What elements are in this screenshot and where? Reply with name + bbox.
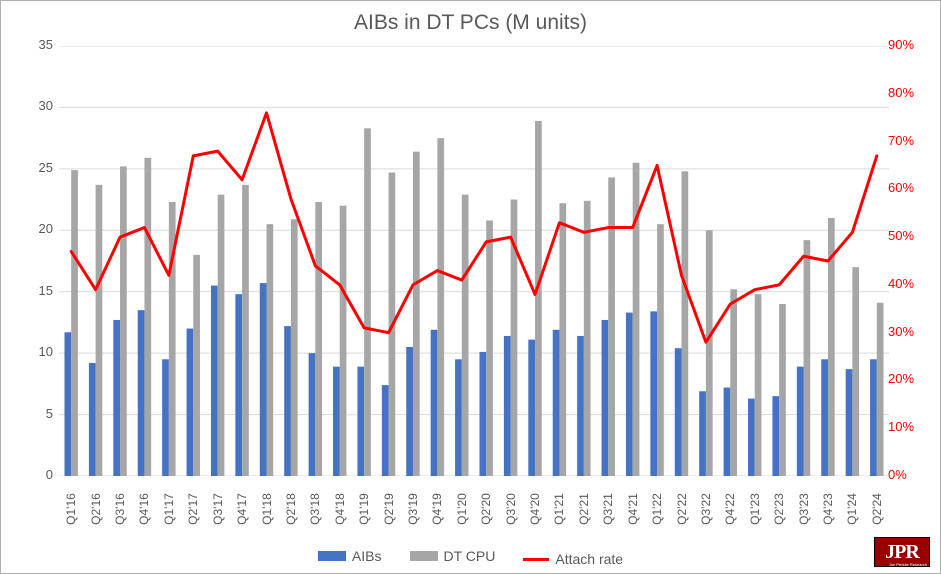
- x-tick-label: Q1'17: [162, 489, 176, 529]
- x-tick-label: Q3'21: [601, 489, 615, 529]
- legend-item-aibs: AIBs: [318, 548, 382, 564]
- x-tick-label: Q3'20: [504, 489, 518, 529]
- x-tick-label: Q3'18: [308, 489, 322, 529]
- y-left-tick-label: 30: [13, 98, 53, 113]
- legend-item-dt_cpu: DT CPU: [410, 548, 496, 564]
- y-right-tick-label: 20%: [888, 371, 932, 386]
- plot-area: [59, 46, 889, 476]
- x-tick-label: Q2'23: [772, 489, 786, 529]
- x-tick-label: Q1'16: [64, 489, 78, 529]
- x-tick-label: Q4'18: [333, 489, 347, 529]
- y-left-tick-label: 25: [13, 160, 53, 175]
- chart-title: AIBs in DT PCs (M units): [1, 11, 940, 35]
- x-tick-label: Q2'16: [89, 489, 103, 529]
- x-tick-label: Q3'19: [406, 489, 420, 529]
- x-tick-label: Q3'16: [113, 489, 127, 529]
- jpr-logo-text: JPR: [885, 541, 919, 564]
- x-tick-label: Q3'17: [211, 489, 225, 529]
- x-tick-label: Q2'20: [479, 489, 493, 529]
- x-tick-label: Q4'17: [235, 489, 249, 529]
- y-right-tick-label: 90%: [888, 37, 932, 52]
- x-axis-labels: Q1'16 Q2'16 Q3'16 Q4'16 Q1'17 Q2'17 Q3'17 Q4'17…: [59, 479, 889, 534]
- y-right-tick-label: 60%: [888, 180, 932, 195]
- x-tick-label: Q1'22: [650, 489, 664, 529]
- legend-label: Attach rate: [555, 551, 623, 567]
- jpr-logo-subtext: Jon Peddie Research: [889, 562, 927, 567]
- x-tick-label: Q2'19: [382, 489, 396, 529]
- x-tick-label: Q2'24: [870, 489, 884, 529]
- y-right-tick-label: 30%: [888, 324, 932, 339]
- y-right-tick-label: 50%: [888, 228, 932, 243]
- x-tick-label: Q1'20: [455, 489, 469, 529]
- x-tick-label: Q1'21: [552, 489, 566, 529]
- x-tick-label: Q4'22: [723, 489, 737, 529]
- x-tick-label: Q4'20: [528, 489, 542, 529]
- legend-swatch: [318, 551, 346, 561]
- y-right-tick-label: 10%: [888, 419, 932, 434]
- y-left-tick-label: 5: [13, 406, 53, 421]
- y-left-tick-label: 20: [13, 221, 53, 236]
- x-tick-label: Q2'21: [577, 489, 591, 529]
- y-right-tick-label: 80%: [888, 85, 932, 100]
- x-tick-label: Q2'18: [284, 489, 298, 529]
- jpr-logo: JPR Jon Peddie Research: [874, 537, 930, 567]
- x-tick-label: Q1'18: [260, 489, 274, 529]
- y-right-tick-label: 70%: [888, 133, 932, 148]
- chart-frame: AIBs in DT PCs (M units) 05101520253035 …: [0, 0, 941, 574]
- legend: AIBs DT CPU Attach rate: [1, 548, 940, 568]
- y-right-tick-label: 40%: [888, 276, 932, 291]
- x-tick-label: Q2'22: [675, 489, 689, 529]
- y-left-tick-label: 0: [13, 467, 53, 482]
- y-right-tick-label: 0%: [888, 467, 932, 482]
- x-tick-label: Q4'23: [821, 489, 835, 529]
- legend-label: DT CPU: [444, 548, 496, 564]
- x-tick-label: Q3'23: [797, 489, 811, 529]
- y-left-tick-label: 35: [13, 37, 53, 52]
- legend-label: AIBs: [352, 548, 382, 564]
- x-tick-label: Q1'19: [357, 489, 371, 529]
- x-tick-label: Q4'16: [137, 489, 151, 529]
- x-tick-label: Q4'21: [626, 489, 640, 529]
- x-tick-label: Q1'23: [748, 489, 762, 529]
- legend-swatch: [523, 558, 549, 561]
- x-tick-label: Q4'19: [430, 489, 444, 529]
- y-left-tick-label: 15: [13, 283, 53, 298]
- legend-swatch: [410, 551, 438, 561]
- legend-item-attach_rate: Attach rate: [523, 551, 623, 567]
- y-left-tick-label: 10: [13, 344, 53, 359]
- x-tick-label: Q2'17: [186, 489, 200, 529]
- x-tick-label: Q1'24: [845, 489, 859, 529]
- x-tick-label: Q3'22: [699, 489, 713, 529]
